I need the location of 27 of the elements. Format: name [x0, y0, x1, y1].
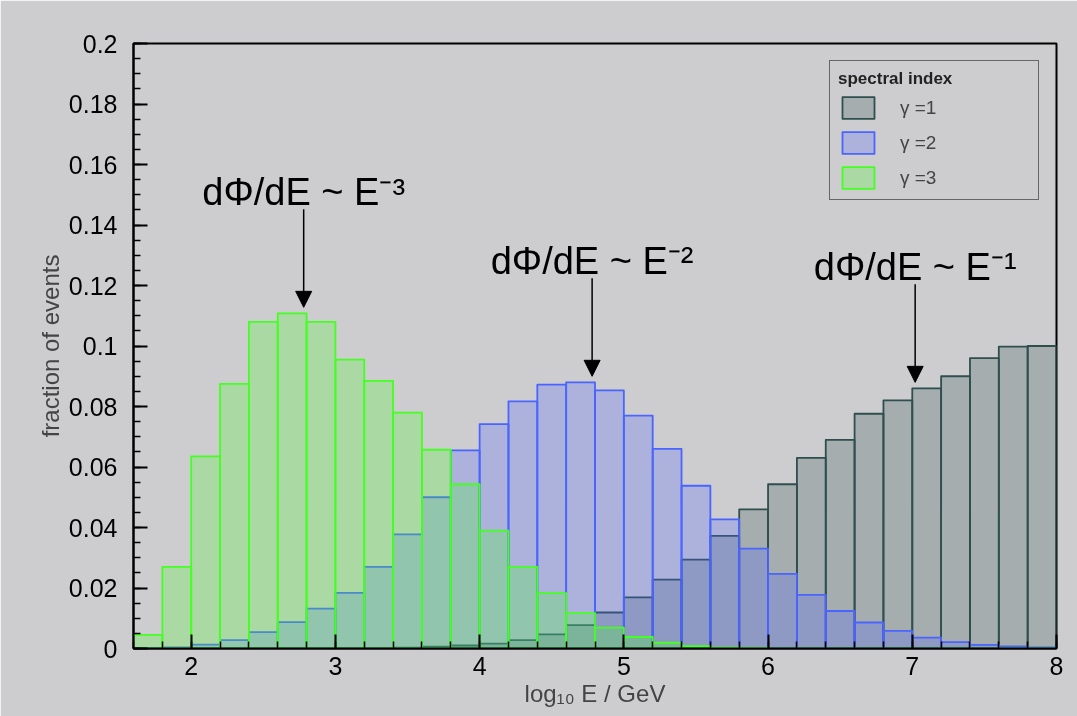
legend-title: spectral index [838, 69, 954, 89]
y-tick-label: 0.08 [68, 392, 118, 421]
x-tick-label: 5 [616, 651, 631, 680]
annotation: dΦ/dE ~ E⁻¹ [813, 246, 1017, 289]
y-axis-title: fraction of events [36, 254, 64, 438]
annotation: dΦ/dE ~ E⁻² [490, 240, 694, 283]
y-tick-label: 0.2 [82, 29, 118, 58]
x-tick-label: 7 [905, 651, 920, 680]
x-axis-title: log₁₀ E / GeV [524, 679, 666, 707]
legend-label: γ =1 [900, 96, 938, 119]
annotation: dΦ/dE ~ E⁻³ [202, 171, 406, 214]
x-tick-label: 3 [328, 651, 343, 680]
x-tick-label: 6 [761, 651, 776, 680]
y-tick-label: 0.18 [68, 90, 118, 118]
y-tick-label: 0 [103, 634, 118, 663]
y-tick-label: 0.02 [68, 574, 118, 602]
x-tick-label: 8 [1049, 651, 1064, 680]
legend-label: γ =3 [900, 166, 938, 189]
y-tick-label: 0.06 [68, 453, 118, 481]
y-tick-label: 0.14 [68, 211, 118, 239]
y-tick-label: 0.16 [68, 150, 118, 179]
x-tick-label: 4 [472, 651, 487, 680]
y-tick-label: 0.12 [68, 271, 118, 300]
legend-label: γ =2 [900, 131, 938, 154]
y-tick-label: 0.04 [68, 513, 118, 542]
y-tick-label: 0.1 [82, 332, 118, 360]
x-tick-label: 2 [184, 651, 199, 680]
